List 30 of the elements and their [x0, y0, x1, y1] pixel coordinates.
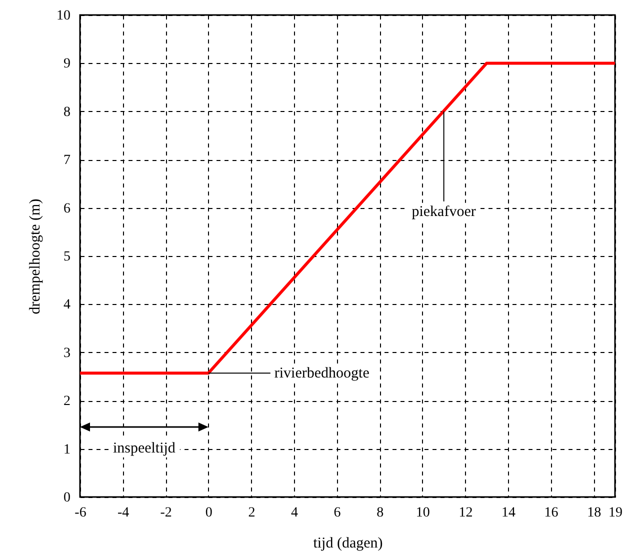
x-axis-title: tijd (dagen) — [313, 536, 383, 552]
y-tick-label: 8 — [64, 104, 70, 120]
annotation: rivierbedhoogte — [274, 366, 370, 382]
y-tick-label: 10 — [56, 8, 70, 24]
x-tick-label: 4 — [291, 506, 298, 520]
x-tick-label: 2 — [248, 506, 256, 520]
x-tick-label: 19 — [608, 506, 622, 520]
x-tick-label: 18 — [587, 506, 602, 520]
y-tick-label: 6 — [64, 201, 70, 216]
x-tick-label: 6 — [334, 506, 341, 520]
x-tick-label: -4 — [117, 506, 130, 520]
y-axis-title: drempelhoogte (m) — [28, 198, 44, 314]
x-tick-label: 14 — [502, 506, 516, 520]
x-tick-label: 0 — [205, 506, 212, 520]
x-tick-label: 16 — [544, 506, 558, 520]
x-tick-label: -2 — [160, 506, 172, 520]
annotation: inspeeltijd — [112, 440, 176, 456]
annotation: piekafvoer — [412, 204, 476, 220]
y-tick-label: 5 — [64, 250, 70, 264]
x-tick-label: -6 — [74, 506, 86, 520]
y-tick-label: 9 — [64, 56, 70, 72]
y-tick-label: 0 — [64, 490, 70, 506]
x-tick-label: 12 — [458, 506, 473, 520]
y-tick-label: 2 — [64, 394, 70, 410]
y-tick-label: 1 — [64, 442, 70, 458]
x-tick-label: 10 — [416, 506, 430, 520]
y-tick-label: 3 — [64, 346, 70, 361]
y-tick-label: 4 — [64, 298, 70, 313]
x-tick-label: 8 — [376, 506, 384, 520]
y-tick-label: 7 — [64, 153, 70, 168]
